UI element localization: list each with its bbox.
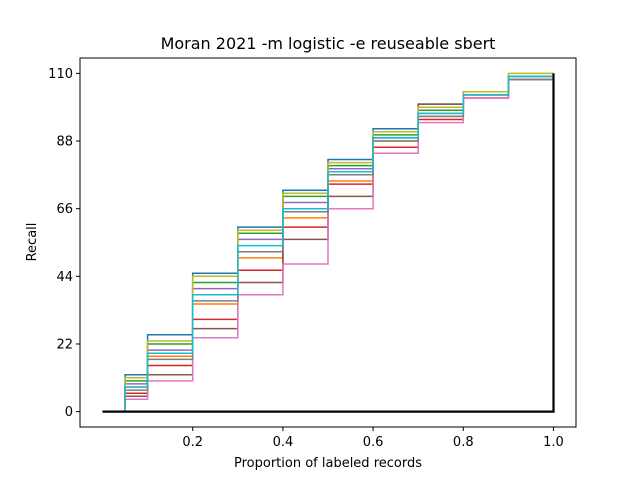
series-layer [102, 72, 555, 413]
y-tick-label: 110 [48, 67, 73, 82]
x-tick-label: 0.2 [182, 435, 203, 450]
x-tick-label: 1.0 [543, 435, 564, 450]
x-tick-label: 0.6 [363, 435, 384, 450]
x-tick-label: 0.8 [453, 435, 474, 450]
y-tick-label: 22 [56, 337, 73, 352]
plot-area [102, 72, 555, 413]
x-axis-label: Proportion of labeled records [234, 456, 422, 471]
y-axis-label: Recall [25, 223, 40, 262]
random-baseline-line [102, 73, 555, 413]
y-tick-label: 66 [56, 202, 73, 217]
recall-curve-10 [102, 73, 555, 413]
chart-title: Moran 2021 -m logistic -e reuseable sber… [161, 34, 496, 53]
axes-frame [79, 57, 577, 428]
y-tick-label: 44 [56, 270, 73, 285]
y-tick-label: 0 [65, 405, 73, 420]
x-axis: 0.2 0.4 0.6 0.8 1.0 [182, 427, 564, 450]
y-tick-label: 88 [56, 135, 73, 150]
x-tick-label: 0.4 [273, 435, 294, 450]
y-axis: 0 22 44 66 88 110 [48, 67, 80, 420]
